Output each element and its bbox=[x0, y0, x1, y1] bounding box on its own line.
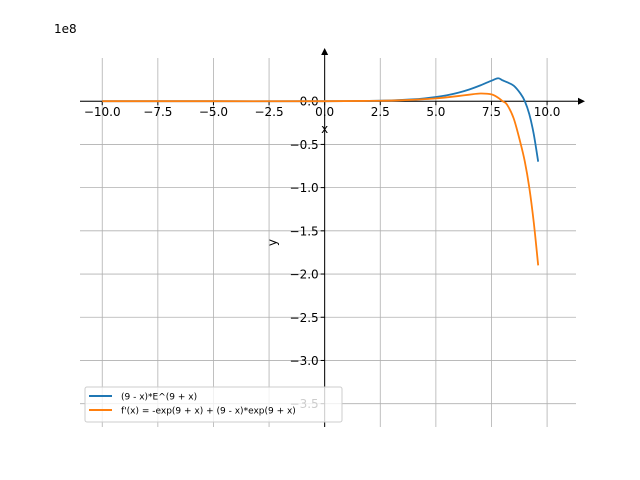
y-axis-label: y bbox=[266, 239, 280, 246]
y-tick-label: −1.5 bbox=[290, 224, 319, 238]
series-line-1 bbox=[102, 77, 540, 162]
x-axis-label: x bbox=[321, 122, 328, 136]
x-tick-label: 2.5 bbox=[371, 105, 390, 119]
y-tick-label: −2.5 bbox=[290, 311, 319, 325]
legend-label-series-1: (9 - x)*E^(9 + x) bbox=[121, 393, 197, 403]
y-tick-label: −1.0 bbox=[290, 181, 319, 195]
series-line-2 bbox=[102, 92, 540, 266]
x-tick-label: −7.5 bbox=[143, 105, 172, 119]
x-tick-label: −10.0 bbox=[84, 105, 121, 119]
legend: (9 - x)*E^(9 + x) f'(x) = -exp(9 + x) + … bbox=[84, 386, 343, 423]
y-tick-label: −3.0 bbox=[290, 354, 319, 368]
x-tick-label: 7.5 bbox=[482, 105, 501, 119]
axis-exponent-label: 1e8 bbox=[54, 22, 77, 36]
y-axis-arrow-icon bbox=[321, 48, 329, 55]
x-axis-arrow-icon bbox=[578, 97, 585, 105]
ticks: −10.0 −7.5 −5.0 −2.5 0.0 2.5 5.0 7.5 10.00.0−0.5… bbox=[84, 95, 561, 411]
x-tick-label: −5.0 bbox=[199, 105, 228, 119]
y-tick-label: −0.5 bbox=[290, 138, 319, 152]
y-tick-label: −2.0 bbox=[290, 268, 319, 282]
series bbox=[102, 77, 540, 266]
legend-label-series-2: f'(x) = -exp(9 + x) + (9 - x)*exp(9 + x) bbox=[121, 407, 296, 417]
x-tick-label: −2.5 bbox=[254, 105, 283, 119]
x-tick-label: 10.0 bbox=[534, 105, 561, 119]
x-tick-label: 5.0 bbox=[426, 105, 445, 119]
x-tick-label: 0.0 bbox=[315, 105, 334, 119]
legend-frame bbox=[84, 386, 343, 423]
